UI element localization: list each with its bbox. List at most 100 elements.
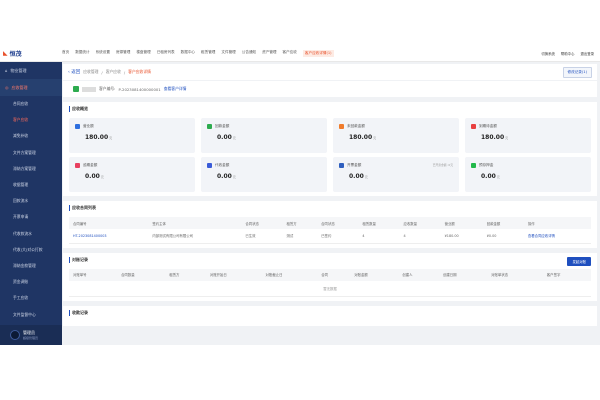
history-button[interactable]: 修改记录(1) (562, 66, 592, 78)
top-nav-item[interactable]: 资产管理 (262, 49, 277, 54)
card-value: 0.00元 (349, 173, 453, 180)
sidebar-group-property[interactable]: ⌂ 物业管理 (5, 67, 27, 74)
breadcrumb-current: 客户应收详情 (128, 69, 151, 74)
section-title: 应收概览 (69, 106, 591, 112)
view-customer-link[interactable]: 查看客户详情 (163, 86, 187, 91)
card-title: 营业额 (75, 124, 189, 129)
sidebar-item[interactable]: 滞纳金款管理 (13, 262, 36, 268)
column-header: 合同数量 (117, 268, 166, 281)
card-amount: 180.00 (481, 134, 505, 141)
card-amount: 0.00 (217, 173, 232, 180)
table-cell: 内部测试有限公司有限公司 (148, 229, 242, 244)
card-label: 代收金额 (215, 163, 230, 167)
top-nav-item[interactable]: 已租房列表 (156, 49, 175, 54)
payments-section: 收款记录 (63, 306, 597, 326)
card-amount: 180.00 (85, 134, 109, 141)
card-amount: 0.00 (85, 173, 100, 180)
top-nav-item-active[interactable]: 客户应收详情(1) (302, 49, 334, 57)
overview-card: 代收金额 0.00元 (201, 157, 327, 192)
card-label: 未回款金额 (347, 124, 365, 128)
sidebar-item[interactable]: 手工应收 (13, 295, 29, 301)
top-nav-item[interactable]: 数据中心 (180, 49, 196, 54)
overview-card: 预存押金 0.00元 (465, 157, 591, 192)
card-icon (471, 163, 476, 168)
card-label: 逾期金额 (83, 163, 98, 167)
table-cell: 已生效 (241, 229, 283, 244)
avatar (10, 330, 20, 340)
sidebar-item[interactable]: 客户应收 (13, 117, 29, 123)
column-header: 对账金额 (350, 268, 399, 281)
sidebar-item[interactable]: 资金调账 (13, 279, 29, 285)
back-button[interactable]: ‹ 返回 (68, 70, 81, 75)
card-value: 0.00元 (217, 173, 321, 180)
breadcrumb-item[interactable]: 客户应收 (105, 69, 121, 74)
sidebar-item[interactable]: 减免补收 (13, 133, 29, 139)
top-nav-link[interactable]: 退出登录 (580, 51, 594, 56)
sidebar-item[interactable]: 合同应收 (13, 101, 29, 107)
card-title: 代收金额 (207, 163, 321, 168)
sidebar-item[interactable]: 开票申请 (13, 214, 29, 220)
top-nav-item[interactable]: 楼盘管理 (136, 49, 151, 54)
card-title: 逾期金额 (75, 163, 189, 168)
column-header: 租赁数量 (358, 217, 400, 229)
table-cell[interactable]: 查看合同应收详情 (523, 229, 591, 244)
card-amount: 0.00 (349, 173, 364, 180)
top-nav-item[interactable]: 首页 (62, 49, 70, 54)
customer-name-blurred (82, 86, 96, 92)
card-title: 预存押金 (471, 163, 585, 168)
breadcrumb-item[interactable]: 应收管理 (83, 69, 99, 74)
card-unit: 元 (373, 136, 377, 140)
top-nav-item[interactable]: 文件管理 (221, 49, 236, 54)
column-header: 合同 (317, 268, 351, 281)
card-icon (207, 163, 212, 168)
sidebar-group-receivables[interactable]: ◎ 应收管理 (0, 79, 62, 96)
user-profile[interactable]: 管理员 超级管理员 (0, 325, 62, 345)
top-nav-item[interactable]: 系统设置 (95, 49, 110, 54)
table-cell: 已签约 (317, 229, 359, 244)
sidebar-item[interactable]: 文件方案管理 (13, 149, 36, 155)
reconcile-table: 对账单号 合同数量 租赁方 对账开始日 对账截止日 合同 对账金额 创建人 创建日期 对账单状态客… (69, 268, 591, 297)
section-title: 收款记录 (69, 310, 591, 316)
top-nav-item[interactable]: 数据统计 (75, 49, 90, 54)
section-title: 应收合同列表 (69, 205, 591, 211)
card-unit: 元 (496, 175, 500, 179)
sidebar-item[interactable]: 回款流水 (13, 198, 29, 204)
top-nav-item[interactable]: 公告通知 (241, 49, 257, 54)
column-header: 回款金额 (482, 217, 524, 229)
contracts-table: 合同编号 签约主体 合同状态 租赁方 合同状态 租赁数量 应收数量 营业额 回款金额 操作 HT-2… (69, 217, 591, 244)
column-header: 对账单状态 (487, 268, 543, 281)
sidebar-item[interactable]: 代收(大)对公打款 (13, 246, 43, 252)
top-nav-item[interactable]: 客户应收 (282, 49, 297, 54)
start-reconcile-button[interactable]: 发起对账 (567, 256, 591, 266)
top-nav-item[interactable]: 房源管理 (115, 49, 131, 54)
card-amount: 0.00 (481, 173, 496, 180)
card-value: 0.00元 (217, 134, 321, 141)
card-icon (207, 124, 212, 129)
overview-card: 到期待金额 180.00元 (465, 118, 591, 153)
card-title: 开票金额 (339, 163, 453, 168)
top-nav-menu: 首页 数据统计 系统设置 房源管理 楼盘管理 已租房列表 数据中心 租赁管理 文件管理 公告通知资… (62, 49, 334, 57)
sidebar-item[interactable]: 滞纳方案管理 (13, 165, 36, 171)
card-unit: 元 (364, 175, 368, 179)
card-title: 未回款金额 (339, 124, 453, 129)
sidebar-item[interactable]: 代收款流水 (13, 230, 32, 236)
customer-icon (73, 86, 79, 92)
card-value: 0.00元 (85, 173, 189, 180)
table-cell[interactable]: HT-2023081400003 (69, 229, 149, 244)
top-nav-item[interactable]: 租赁管理 (201, 49, 216, 54)
sidebar-item[interactable]: 收据管理 (13, 182, 29, 188)
overview-card: 未回款金额 180.00元 (333, 118, 459, 153)
card-unit: 元 (109, 136, 113, 140)
logo[interactable]: ◣ 恒茂 (3, 49, 22, 58)
top-nav-link[interactable]: 帮助中心 (560, 51, 575, 56)
reconcile-section: 对账记录 发起对账 对账单号 合同数量 租赁方 对账开始日 对账截止日 合同 对账金额 创建人… (63, 252, 597, 301)
table-cell: ¥180.00 (440, 229, 483, 244)
overview-card: 回款金额 0.00元 (201, 118, 327, 153)
top-nav-link[interactable]: 切换系统 (541, 51, 555, 56)
table-cell: 4 (399, 229, 441, 244)
table-cell: ¥0.00 (482, 229, 524, 244)
column-header: 租赁方 (165, 268, 206, 281)
card-label: 回款金额 (215, 124, 230, 128)
sidebar-item[interactable]: 文件监督中心 (13, 311, 36, 317)
card-title: 到期待金额 (471, 124, 585, 129)
